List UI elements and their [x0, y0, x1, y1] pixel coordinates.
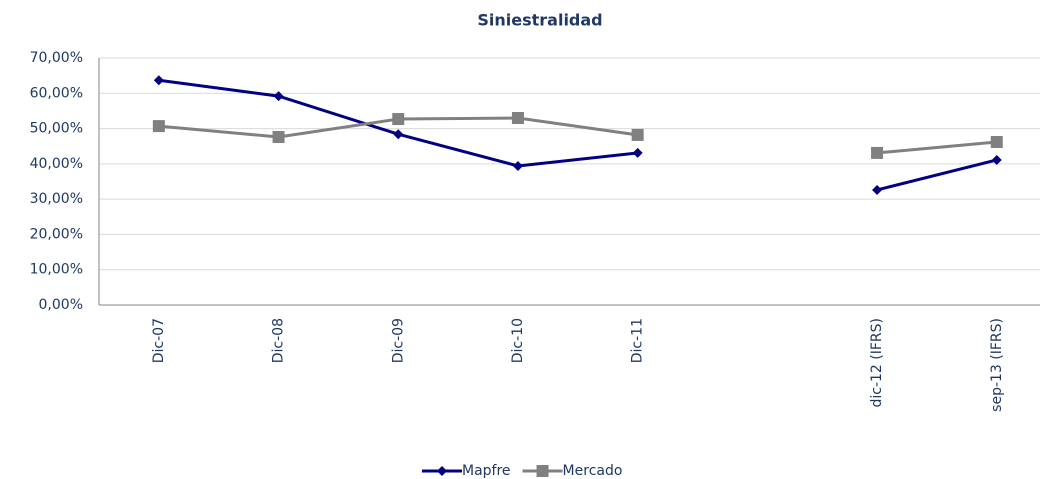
marker	[152, 120, 165, 133]
y-tick-label: 50,00%	[30, 121, 83, 137]
marker	[437, 466, 447, 476]
marker	[872, 184, 883, 195]
y-tick-label: 20,00%	[30, 226, 83, 242]
y-tick-label: 0,00%	[39, 297, 83, 313]
x-tick-label: Dic-08	[271, 318, 287, 363]
marker	[536, 465, 549, 477]
x-tick-label: sep-13 (IFRS)	[989, 318, 1005, 412]
legend-label: Mapfre	[462, 463, 511, 479]
y-tick-label: 10,00%	[30, 262, 83, 278]
legend-label: Mercado	[563, 463, 623, 479]
marker	[511, 111, 524, 124]
x-tick-label: Dic-09	[390, 318, 406, 363]
x-tick-label: Dic-11	[630, 318, 646, 363]
x-tick-label: Dic-07	[151, 318, 167, 363]
marker	[991, 154, 1002, 165]
marker	[631, 128, 644, 141]
chart-title: Siniestralidad	[477, 11, 602, 30]
marker	[393, 129, 404, 140]
marker	[512, 160, 523, 171]
y-tick-label: 30,00%	[30, 191, 83, 207]
marker	[153, 75, 164, 86]
marker	[632, 147, 643, 158]
x-tick-label: dic-12 (IFRS)	[869, 318, 885, 408]
marker	[273, 91, 284, 102]
marker	[990, 135, 1003, 148]
marker	[272, 131, 285, 144]
marker	[871, 146, 884, 159]
marker	[392, 113, 405, 126]
y-tick-label: 70,00%	[30, 50, 83, 66]
y-tick-label: 60,00%	[30, 85, 83, 101]
y-tick-label: 40,00%	[30, 156, 83, 172]
x-tick-label: Dic-10	[510, 318, 526, 363]
